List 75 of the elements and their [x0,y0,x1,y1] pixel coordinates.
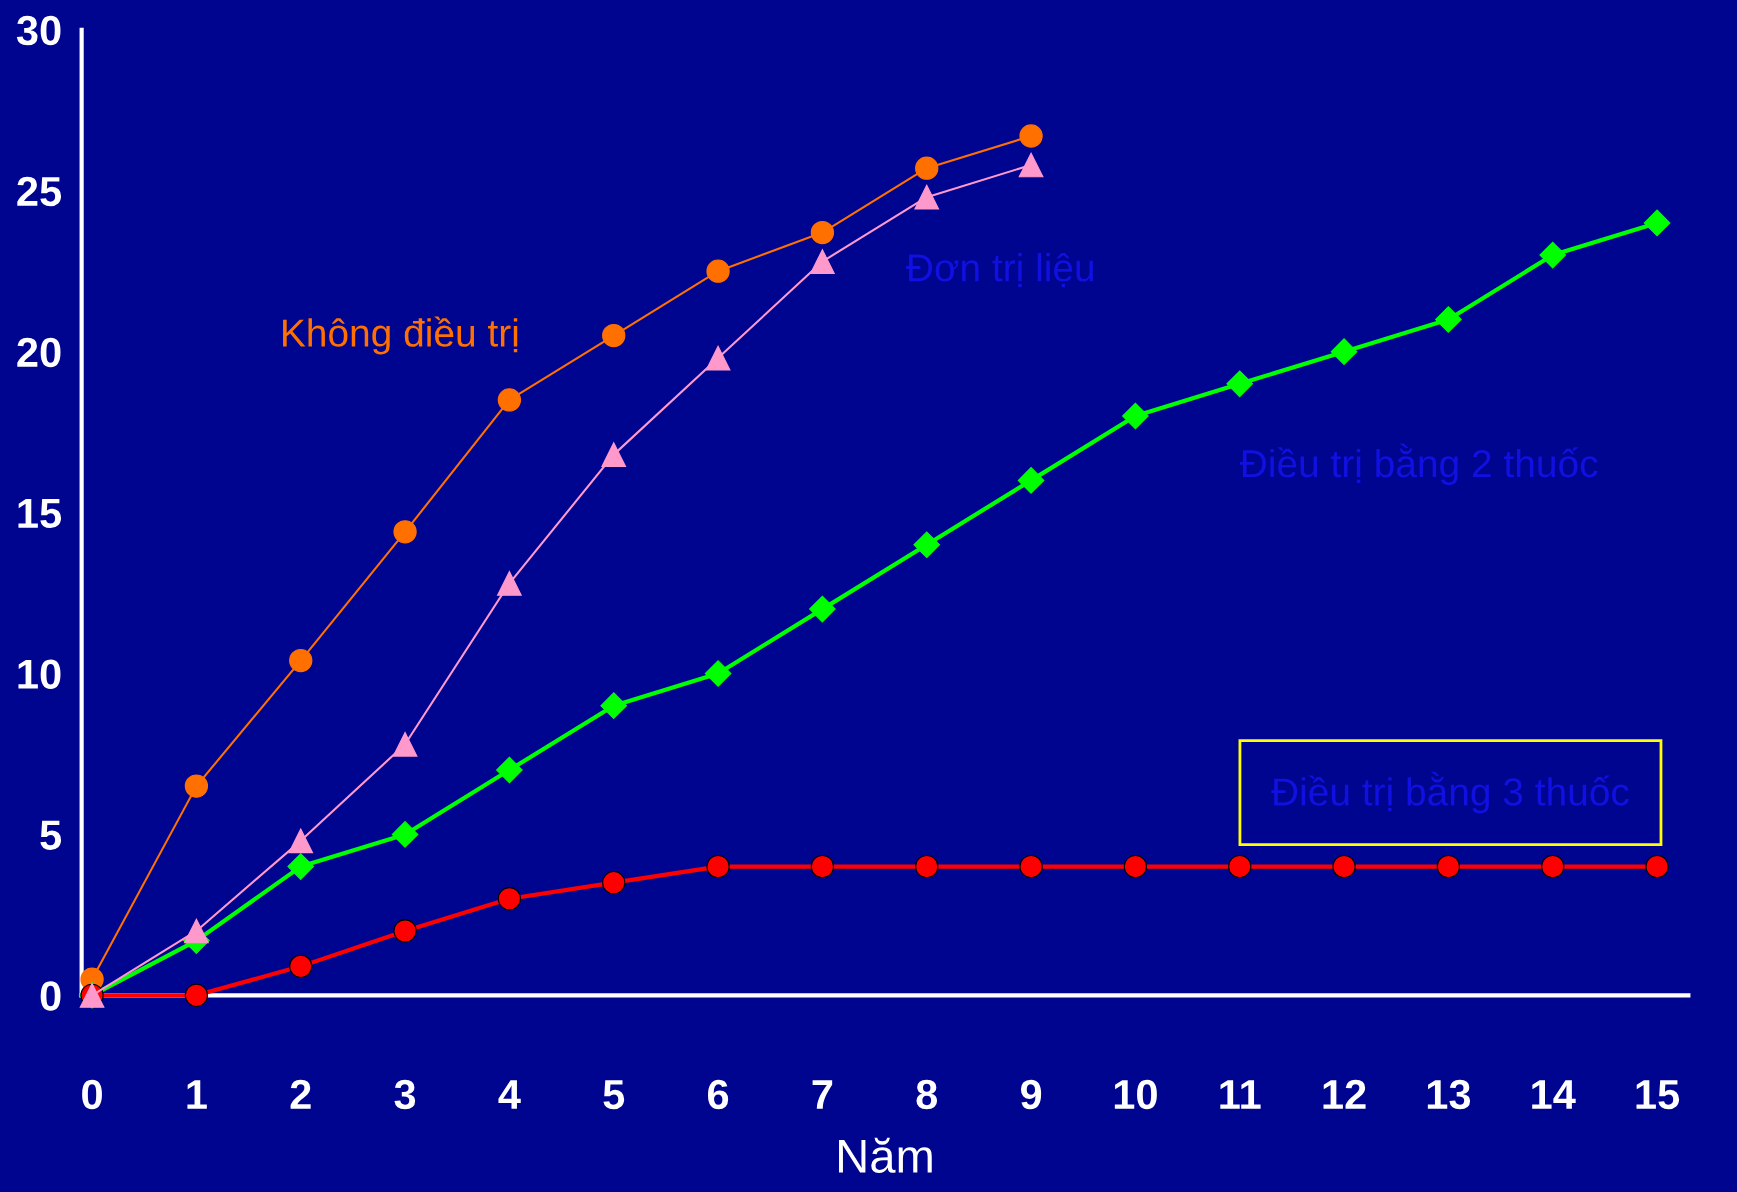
point [497,388,522,412]
point [393,919,417,943]
x-tick-label: 5 [603,1080,625,1110]
series-label: Điều trị bằng 3 thuốc [1271,771,1629,814]
point [393,520,417,544]
series-label: Đơn trị liệu [906,252,1094,288]
point [392,731,418,757]
point [1330,338,1358,365]
y-tick-label: 15 [18,498,62,529]
point [706,259,730,283]
point [391,821,419,848]
point [602,871,626,895]
y-tick-label: 0 [40,981,61,1011]
point [1436,854,1461,879]
x-tick-label: 8 [916,1079,938,1110]
point [706,854,730,879]
point [184,774,209,798]
point [287,853,315,880]
point [1435,306,1462,333]
point [704,660,732,687]
x-tick-label: 12 [1323,1079,1366,1109]
x-tick-label: 3 [394,1079,416,1110]
x-axis-title: Năm [839,1137,932,1174]
point [289,954,313,979]
point [1541,854,1565,879]
point [184,983,209,1007]
x-tick-label: 14 [1532,1080,1576,1109]
point [1539,241,1567,269]
x-tick-label: 9 [1020,1079,1042,1110]
point [496,756,523,784]
x-tick-label: 4 [498,1080,521,1109]
point [913,531,941,559]
x-tick-label: 13 [1427,1079,1471,1110]
point [1019,124,1043,148]
point [600,692,628,719]
point [915,156,939,180]
point [1228,854,1252,879]
point [1645,854,1669,879]
x-tick-label: 2 [290,1079,311,1109]
point [1122,402,1149,430]
x-tick-label: 0 [82,1079,102,1110]
series-label: Điều trị bằng 2 thuốc [1240,443,1598,486]
y-tick-label: 30 [16,15,61,46]
y-tick-label: 25 [17,176,62,207]
point [1332,854,1356,879]
point [810,854,835,879]
y-tick-label: 5 [40,820,62,850]
x-tick-label: 6 [708,1079,729,1110]
point [184,918,209,944]
x-tick-label: 15 [1636,1080,1680,1110]
point [1018,152,1044,178]
x-tick-label: 1 [187,1080,207,1109]
y-tick-label: 20 [17,337,61,368]
point [288,828,314,854]
point [915,854,939,879]
x-tick-label: 10 [1114,1079,1157,1110]
point [1019,854,1043,879]
point [497,571,522,596]
point [1226,370,1254,398]
point [1123,854,1148,879]
x-tick-label: 7 [812,1080,833,1109]
x-tick-label: 11 [1220,1080,1261,1109]
point [1017,467,1045,494]
point [810,220,835,245]
point [601,442,627,467]
point [602,323,626,348]
series-label: Không điều trị [283,316,518,355]
point [1643,209,1671,237]
point [705,345,731,371]
point [810,249,835,274]
point [809,595,836,623]
point [289,648,313,673]
point [497,887,522,911]
point [914,184,940,210]
y-tick-label: 10 [18,659,61,689]
